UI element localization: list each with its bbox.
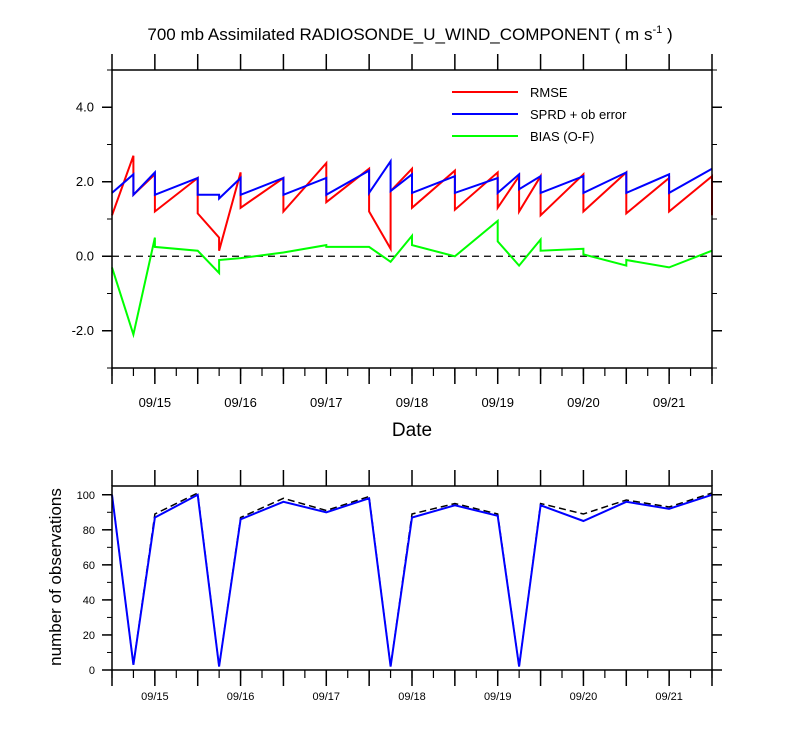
- top-x-tick-label: 09/15: [139, 395, 172, 410]
- bottom-x-tick-label: 09/17: [313, 691, 341, 703]
- top-legend-label: BIAS (O-F): [530, 129, 594, 144]
- top-legend: RMSE SPRD + ob error BIAS (O-F): [452, 85, 627, 144]
- bottom-x-tick-label: 09/15: [141, 691, 169, 703]
- chart-title-superscript: -1: [652, 24, 662, 36]
- chart-title-text: 700 mb Assimilated RADIOSONDE_U_WIND_COM…: [147, 25, 652, 44]
- chart-title: 700 mb Assimilated RADIOSONDE_U_WIND_COM…: [147, 24, 672, 44]
- chart-title-tail: ): [662, 25, 672, 44]
- bottom-x-tick-label: 09/20: [570, 691, 598, 703]
- bottom-x-tick-label: 09/21: [655, 691, 683, 703]
- top-x-tick-label: 09/17: [310, 395, 343, 410]
- top-y-tick-label: 0.0: [76, 248, 94, 263]
- bottom-x-tick-label: 09/18: [398, 691, 426, 703]
- top-legend-label: RMSE: [530, 85, 568, 100]
- bottom-y-tick-label: 20: [83, 630, 95, 642]
- top-series-sprd-ob-error: [111, 158, 713, 201]
- top-panel: 09/15 09/16 09/17 09/18 09/19 09/20 09/21 -2.0 0…: [72, 54, 722, 410]
- bottom-y-tick-label: 100: [77, 490, 95, 502]
- top-series-bias-o-f: [111, 218, 713, 339]
- top-legend-label: SPRD + ob error: [530, 107, 627, 122]
- bottom-y-tick-label: 0: [89, 665, 95, 677]
- bottom-panel: 09/15 09/16 09/17 09/18 09/19 09/20 09/21 0 20 40…: [77, 470, 722, 703]
- bottom-y-tick-label: 80: [83, 525, 95, 537]
- top-x-tick-label: 09/16: [224, 395, 257, 410]
- bottom-y-tick-label: 40: [83, 595, 95, 607]
- top-x-tick-label: 09/21: [653, 395, 686, 410]
- bottom-y-tick-label: 60: [83, 560, 95, 572]
- bottom-series-solid: [111, 493, 713, 667]
- top-y-tick-label: -2.0: [72, 323, 94, 338]
- bottom-y-axis-label: number of observations: [46, 488, 65, 666]
- bottom-x-tick-label: 09/16: [227, 691, 255, 703]
- top-x-tick-label: 09/19: [481, 395, 514, 410]
- top-x-tick-label: 09/20: [567, 395, 600, 410]
- top-y-tick-label: 2.0: [76, 174, 94, 189]
- top-y-tick-label: 4.0: [76, 99, 94, 114]
- top-x-tick-label: 09/18: [396, 395, 429, 410]
- bottom-x-tick-label: 09/19: [484, 691, 512, 703]
- top-x-axis-label: Date: [392, 420, 432, 441]
